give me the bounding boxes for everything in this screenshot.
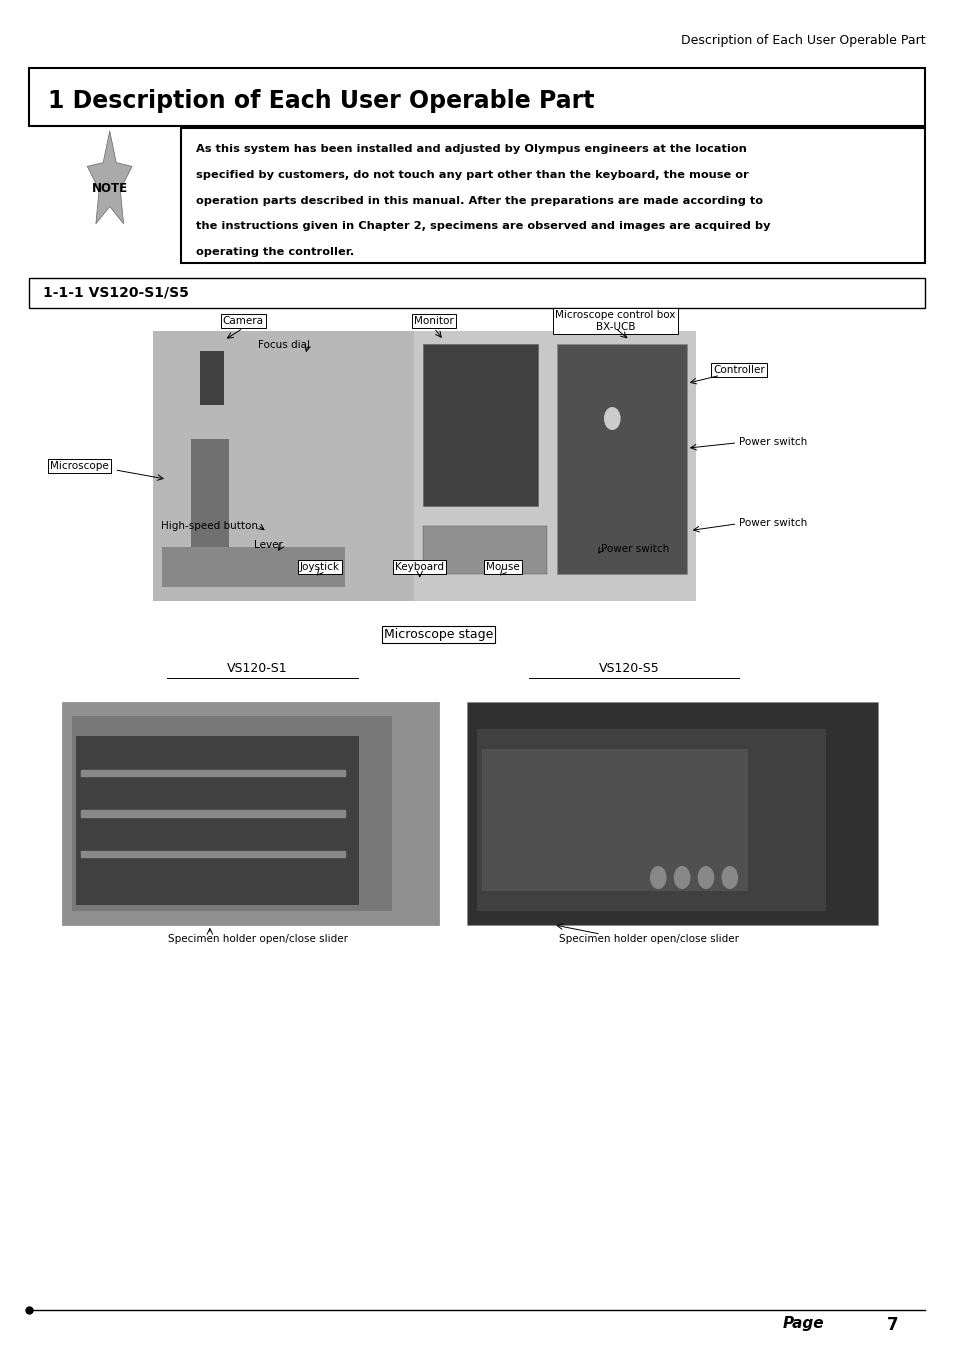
Text: As this system has been installed and adjusted by Olympus engineers at the locat: As this system has been installed and ad… [195, 144, 745, 154]
Text: Specimen holder open/close slider: Specimen holder open/close slider [558, 934, 738, 944]
FancyBboxPatch shape [414, 331, 696, 601]
FancyBboxPatch shape [29, 278, 924, 308]
Bar [81, 769, 345, 776]
FancyBboxPatch shape [200, 351, 224, 405]
FancyBboxPatch shape [71, 716, 392, 911]
Text: Mouse: Mouse [485, 562, 519, 572]
Text: Page: Page [781, 1316, 823, 1331]
FancyBboxPatch shape [557, 344, 686, 574]
Text: Specimen holder open/close slider: Specimen holder open/close slider [168, 934, 347, 944]
Text: Camera: Camera [223, 316, 263, 327]
Circle shape [674, 867, 689, 888]
Text: VS120-S5: VS120-S5 [598, 662, 659, 675]
Text: Power switch: Power switch [600, 544, 669, 554]
Text: 1 Description of Each User Operable Part: 1 Description of Each User Operable Part [48, 89, 594, 113]
Text: Keyboard: Keyboard [395, 562, 444, 572]
Text: Microscope: Microscope [50, 460, 109, 471]
Text: operation parts described in this manual. After the preparations are made accord: operation parts described in this manual… [195, 196, 761, 205]
Text: Joystick: Joystick [299, 562, 339, 572]
FancyBboxPatch shape [76, 736, 358, 904]
FancyBboxPatch shape [423, 526, 547, 574]
Circle shape [698, 867, 713, 888]
Text: 1-1-1 VS120-S1/S5: 1-1-1 VS120-S1/S5 [43, 286, 189, 300]
Bar [81, 810, 345, 817]
Text: Microscope stage: Microscope stage [384, 628, 493, 641]
FancyBboxPatch shape [423, 344, 537, 506]
Circle shape [721, 867, 737, 888]
Text: NOTE: NOTE [91, 182, 128, 196]
Text: Power switch: Power switch [739, 437, 807, 447]
Text: Lever: Lever [253, 540, 282, 549]
Text: specified by customers, do not touch any part other than the keyboard, the mouse: specified by customers, do not touch any… [195, 170, 747, 180]
Text: Power switch: Power switch [739, 518, 807, 528]
FancyBboxPatch shape [152, 331, 414, 601]
Polygon shape [88, 131, 132, 224]
FancyBboxPatch shape [181, 128, 924, 263]
Text: operating the controller.: operating the controller. [195, 247, 354, 256]
FancyBboxPatch shape [162, 547, 345, 587]
FancyBboxPatch shape [476, 729, 824, 911]
Text: Description of Each User Operable Part: Description of Each User Operable Part [680, 34, 924, 47]
Circle shape [650, 867, 665, 888]
Bar [81, 850, 345, 857]
FancyBboxPatch shape [29, 68, 924, 126]
Text: 7: 7 [886, 1316, 898, 1334]
Text: High-speed button: High-speed button [160, 521, 257, 531]
Text: Controller: Controller [713, 364, 764, 375]
FancyBboxPatch shape [191, 439, 229, 547]
FancyBboxPatch shape [62, 702, 438, 925]
FancyBboxPatch shape [481, 749, 747, 891]
FancyBboxPatch shape [467, 702, 877, 925]
Text: VS120-S1: VS120-S1 [227, 662, 288, 675]
Circle shape [604, 408, 619, 429]
Text: Monitor: Monitor [414, 316, 454, 327]
Text: the instructions given in Chapter 2, specimens are observed and images are acqui: the instructions given in Chapter 2, spe… [195, 221, 769, 231]
Text: Focus dial: Focus dial [257, 340, 310, 350]
Text: Microscope control box
BX-UCB: Microscope control box BX-UCB [555, 310, 675, 332]
